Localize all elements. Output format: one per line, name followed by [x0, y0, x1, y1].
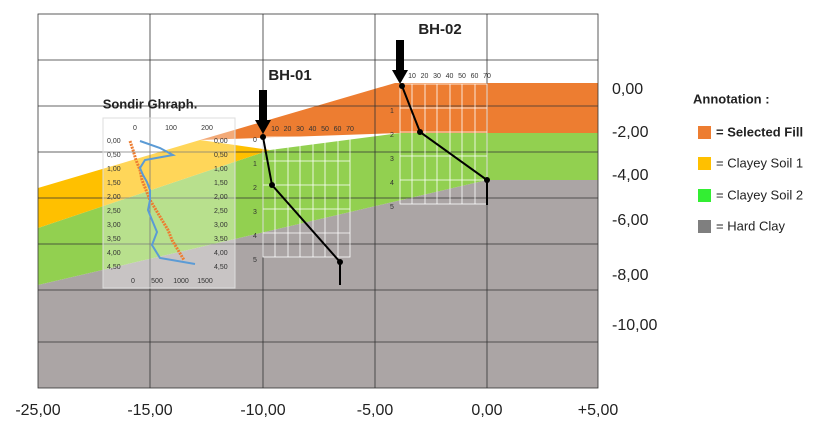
sondir-fs-profile	[138, 140, 196, 265]
clayey-soil-1-layer	[38, 140, 270, 228]
sondir-depth-left: 4,50	[107, 264, 121, 271]
sondir-depth-right: 3,00	[214, 222, 228, 229]
legend-item: = Clayey Soil 1	[716, 155, 803, 170]
sondir-top-tick: 200	[201, 125, 213, 132]
legend-swatches	[698, 126, 711, 233]
borehole-arrows	[255, 40, 408, 134]
sondir-depth-left: 3,00	[107, 222, 121, 229]
borehole-depth-tick: 2	[390, 132, 394, 139]
sondir-depth-right: 0,50	[214, 152, 228, 159]
borehole-top-tick: 50	[458, 73, 466, 80]
sondir-top-tick: 100	[165, 125, 177, 132]
sondir-depth-right: 1,50	[214, 180, 228, 187]
x-axis-label: -15,00	[127, 402, 172, 419]
sondir-depth-right: 2,00	[214, 194, 228, 201]
sondir-depth-right: 1,00	[214, 166, 228, 173]
sondir-bottom-tick: 500	[151, 278, 163, 285]
y-axis-label: -4,00	[612, 167, 649, 184]
borehole-depth-tick: 3	[390, 156, 394, 163]
borehole-depth-tick: 0	[253, 137, 257, 144]
borehole-top-tick: 10	[408, 73, 416, 80]
sondir-depth-left: 1,00	[107, 166, 121, 173]
borehole-label: BH-02	[418, 21, 461, 38]
borehole-label: BH-01	[268, 67, 311, 84]
sondir-depth-left: 2,00	[107, 194, 121, 201]
bh-grid	[262, 83, 488, 258]
x-axis-label: -25,00	[15, 402, 60, 419]
sondir-title: Sondir Ghraph.	[103, 96, 198, 111]
borehole-top-tick: 60	[471, 73, 479, 80]
sondir-depth-left: 0,00	[107, 138, 121, 145]
sondir-depth-left: 4,00	[107, 250, 121, 257]
bh-02-profile	[401, 85, 488, 205]
borehole-top-tick: 70	[483, 73, 491, 80]
borehole-depth-tick: 5	[253, 257, 257, 264]
y-axis-label: -2,00	[612, 124, 649, 141]
borehole-depth-tick: 4	[390, 180, 394, 187]
borehole-top-tick: 30	[433, 73, 441, 80]
y-axis-label: 0,00	[612, 81, 643, 98]
x-axis-label: -5,00	[357, 402, 394, 419]
sondir-depth-right: 4,00	[214, 250, 228, 257]
sondir-depth-left: 0,50	[107, 152, 121, 159]
borehole-top-tick: 10	[271, 126, 279, 133]
x-axis-label: -10,00	[240, 402, 285, 419]
sondir-bottom-tick: 1500	[197, 278, 213, 285]
legend-title: Annotation :	[693, 91, 770, 106]
borehole-top-tick: 30	[296, 126, 304, 133]
sondir-qc-profile	[128, 140, 186, 261]
y-axis-label: -10,00	[612, 317, 657, 334]
hard-clay-layer	[38, 180, 598, 388]
legend-item: = Hard Clay	[716, 218, 785, 233]
sondir-depth-right: 3,50	[214, 236, 228, 243]
sondir-depth-right: 2,50	[214, 208, 228, 215]
borehole-depth-tick: 5	[390, 204, 394, 211]
sondir-depth-right: 4,50	[214, 264, 228, 271]
borehole-top-tick: 50	[321, 126, 329, 133]
sondir-depth-right: 0,00	[214, 138, 228, 145]
borehole-top-tick: 70	[346, 126, 354, 133]
bh-01-profile	[262, 136, 341, 285]
sondir-top-tick: 0	[133, 125, 137, 132]
sondir-depth-left: 3,50	[107, 236, 121, 243]
sondir-bottom-tick: 0	[131, 278, 135, 285]
borehole-top-tick: 40	[446, 73, 454, 80]
borehole-depth-tick: 1	[253, 161, 257, 168]
borehole-top-tick: 60	[334, 126, 342, 133]
y-axis-label: -8,00	[612, 267, 649, 284]
x-axis-label: +5,00	[578, 402, 619, 419]
borehole-top-tick: 40	[309, 126, 317, 133]
sondir-depth-left: 1,50	[107, 180, 121, 187]
profile-points	[260, 83, 490, 265]
borehole-top-tick: 20	[284, 126, 292, 133]
borehole-depth-tick: 4	[253, 233, 257, 240]
borehole-depth-tick: 2	[253, 185, 257, 192]
sondir-depth-left: 2,50	[107, 208, 121, 215]
y-axis-label: -6,00	[612, 212, 649, 229]
borehole-depth-tick: 3	[253, 209, 257, 216]
sondir-bottom-tick: 1000	[173, 278, 189, 285]
legend-item: = Selected Fill	[716, 124, 803, 139]
selected-fill-layer	[200, 83, 598, 140]
legend-item: = Clayey Soil 2	[716, 187, 803, 202]
x-axis-label: 0,00	[471, 402, 502, 419]
borehole-depth-tick: 1	[390, 108, 394, 115]
borehole-top-tick: 20	[421, 73, 429, 80]
